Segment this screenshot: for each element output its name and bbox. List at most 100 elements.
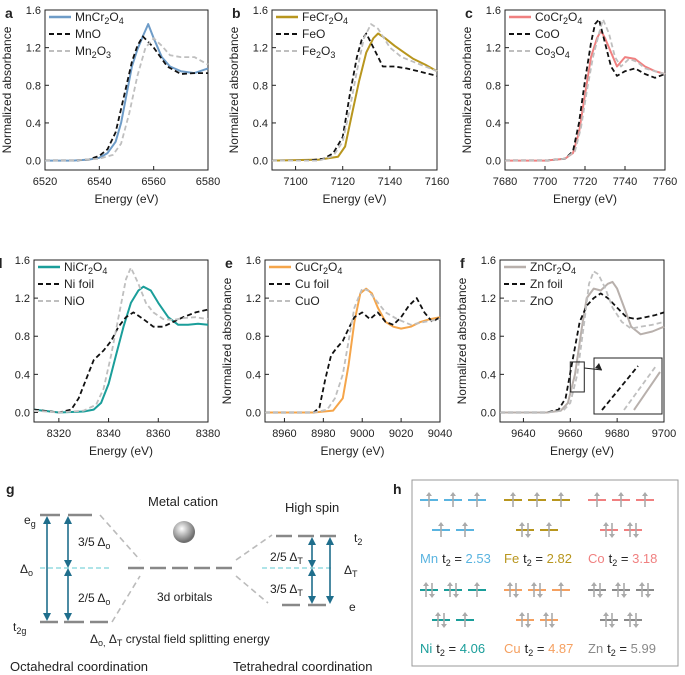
spin-arrowhead — [633, 624, 639, 628]
three-fifths-o-label: 3/5 Δo — [78, 535, 110, 551]
panel-label: e — [225, 255, 233, 271]
electron-config-ni: Ni t2 = 4.06 — [420, 582, 486, 658]
x-tick-label: 8980 — [311, 428, 335, 440]
legend-entry: NiCr2O4 — [64, 260, 107, 276]
t2-value: 4.87 — [548, 641, 573, 656]
element-name: Fe — [504, 551, 519, 566]
legend-entry: Cu foil — [295, 277, 329, 291]
y-tick-label: 1.6 — [481, 255, 496, 267]
panel-label: b — [232, 5, 241, 21]
series-zncr2o4-line — [500, 280, 665, 414]
electron-config-zn: Zn t2 = 5.99 — [588, 582, 656, 658]
y-tick-label: 1.2 — [246, 293, 261, 305]
spin-arrowhead — [621, 594, 627, 598]
spin-arrowhead — [558, 492, 564, 496]
t2-occupancy-label: Fe t2 = 2.82 — [504, 551, 572, 568]
y-tick-label: 0.8 — [26, 80, 41, 92]
legend-text: CuCr — [295, 260, 323, 274]
spin-arrowhead — [603, 522, 609, 526]
legend-text: NiCr — [64, 260, 88, 274]
t2-symbol: t — [523, 551, 527, 566]
legend-text: O — [328, 260, 337, 274]
panel-g: g eg t2g Δo 3/5 Δo 2/5 Δo 3d orbitals Me… — [6, 481, 372, 674]
spin-arrowhead — [534, 492, 540, 496]
panel-h-frame — [411, 479, 679, 667]
y-tick-label: 0.4 — [481, 369, 496, 381]
spin-arrowhead — [438, 522, 444, 526]
legend-text: CuO — [295, 294, 320, 308]
legend-text: O — [562, 260, 571, 274]
x-tick-label: 9000 — [350, 428, 374, 440]
x-axis-label: Energy (eV) — [94, 192, 158, 206]
series-ni-foil-line — [33, 308, 209, 414]
legend-text: MnCr — [75, 10, 104, 24]
legend-text: MnO — [75, 27, 101, 41]
legend-text: Mn — [75, 44, 92, 58]
spin-arrowhead — [618, 492, 624, 496]
spin-arrowhead — [639, 582, 645, 586]
legend-text: O — [555, 44, 564, 58]
y-axis-label: Normalized absorbance — [460, 26, 474, 153]
x-tick-label: 9640 — [511, 428, 535, 440]
t2-occupancy-label: Ni t2 = 4.06 — [420, 641, 485, 658]
spin-arrowhead — [441, 624, 447, 628]
electron-config-co: Co t2 = 3.18 — [588, 492, 657, 568]
y-axis-label: Normalized absorbance — [455, 277, 469, 404]
y-tick-label: 1.6 — [253, 5, 268, 17]
legend-sub: 4 — [343, 16, 348, 26]
y-tick-label: 1.6 — [246, 255, 261, 267]
spin-arrowhead — [453, 594, 459, 598]
chart-f: f 9640 9660 9680 9700 0.0 0.4 0.8 1.2 1.6 Energy (… — [455, 255, 676, 458]
equals-sign: = — [451, 551, 466, 566]
plot-frame — [44, 9, 209, 171]
x-tick-label: 7140 — [378, 176, 402, 188]
x-tick-label: 7700 — [533, 176, 557, 188]
legend-text: Fe — [302, 44, 316, 58]
electron-config-grid: Mn t2 = 2.53 Fe t2 = 2.82 Co t2 = 3.18 Ni t2 = … — [420, 492, 657, 658]
series-cucr2o4-line — [265, 287, 441, 414]
y-tick-label: 0.0 — [486, 156, 501, 168]
inset-frame — [593, 357, 663, 415]
inset-line-zno — [623, 365, 657, 411]
equals-sign: = — [616, 641, 631, 656]
legend-entry: CuO — [295, 294, 320, 308]
electron-config-fe: Fe t2 = 2.82 — [504, 492, 572, 568]
legend-sub: 2 — [323, 266, 328, 276]
spin-arrowhead — [642, 492, 648, 496]
spin-arrowhead — [609, 624, 615, 628]
spin-arrowhead — [519, 522, 525, 526]
electron-config-mn: Mn t2 = 2.53 — [420, 492, 491, 568]
spin-arrowhead — [558, 582, 564, 586]
equals-sign: = — [532, 551, 547, 566]
chart-a: a 6520 6540 6560 6580 0.0 0.4 0.8 1.2 1.6 Energy (… — [0, 5, 220, 206]
chart-b: b 7100 7120 7140 7160 0.0 0.4 0.8 1.2 1.6 Energy (… — [227, 5, 449, 206]
element-name: Zn — [588, 641, 603, 656]
legend-text: O — [97, 44, 106, 58]
legend-sub: 2 — [563, 16, 568, 26]
orbitals-label: 3d orbitals — [157, 590, 212, 604]
spin-arrowhead — [627, 612, 633, 616]
element-name: Cu — [504, 641, 521, 656]
y-tick-label: 1.2 — [15, 293, 30, 305]
series-nio-line — [33, 266, 209, 414]
spin-arrowhead — [627, 522, 633, 526]
legend-entry: ZnO — [530, 294, 553, 308]
y-tick-label: 0.4 — [486, 118, 501, 130]
e-label: e — [349, 600, 356, 614]
y-axis-label: Normalized absorbance — [220, 277, 234, 404]
x-axis-label: Energy (eV) — [320, 444, 384, 458]
y-tick-label: 0.8 — [481, 331, 496, 343]
x-tick-label: 6560 — [141, 176, 165, 188]
legend-text: ZnCr — [530, 260, 557, 274]
zoom-box — [569, 361, 585, 393]
t2-subscript: 2 — [611, 648, 616, 658]
legend-sub: 4 — [577, 16, 582, 26]
legend-text: O — [334, 10, 343, 24]
spin-arrowhead — [525, 534, 531, 538]
t2-subscript: 2 — [527, 558, 532, 568]
panel-g-label: g — [6, 481, 15, 497]
spin-arrowhead — [429, 594, 435, 598]
legend-entry: MnO — [75, 27, 101, 41]
legend-sub: 4 — [565, 50, 570, 60]
